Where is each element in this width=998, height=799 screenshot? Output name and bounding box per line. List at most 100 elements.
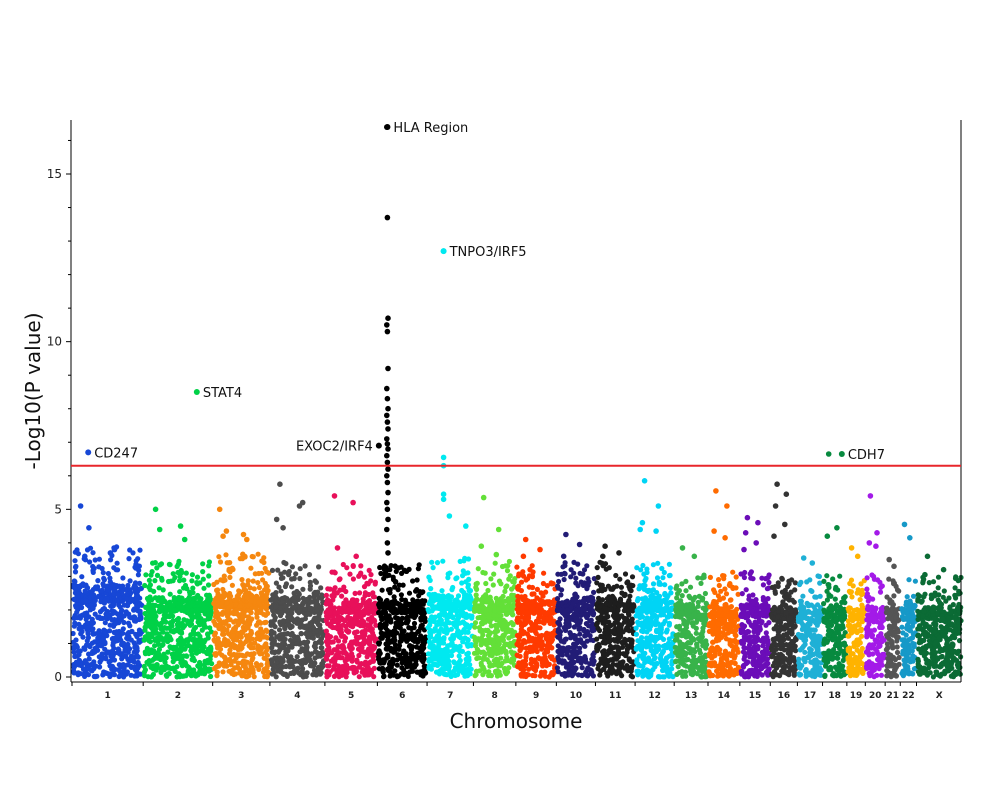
- snp-point: [93, 584, 99, 590]
- snp-point: [205, 648, 211, 655]
- snp-point: [490, 582, 496, 588]
- snp-point: [312, 649, 318, 655]
- snp-peak-point: [384, 419, 391, 425]
- snp-point: [414, 577, 420, 583]
- snp-point: [358, 571, 364, 577]
- snp-point: [305, 654, 311, 660]
- snp-point: [451, 620, 457, 626]
- snp-point: [496, 606, 502, 612]
- snp-point: [313, 579, 319, 585]
- snp-point: [404, 638, 410, 644]
- snp-point: [357, 590, 363, 596]
- snp-point: [562, 636, 569, 642]
- snp-point: [99, 651, 105, 657]
- snp-peak-point: [446, 513, 453, 519]
- snp-point: [557, 616, 563, 622]
- snp-point: [435, 634, 442, 640]
- snp-point: [157, 597, 163, 603]
- snp-point: [615, 626, 622, 632]
- snp-point: [205, 631, 211, 637]
- snp-peak-point: [576, 541, 583, 548]
- snp-point: [127, 596, 134, 602]
- snp-point: [256, 584, 262, 591]
- snp-point: [107, 622, 113, 628]
- snp-point: [158, 561, 165, 567]
- snp-point: [589, 626, 595, 632]
- snp-point: [107, 628, 113, 634]
- snp-point: [207, 625, 213, 631]
- snp-point: [71, 578, 77, 584]
- snp-point: [406, 625, 412, 631]
- snp-point: [515, 602, 521, 608]
- snp-point: [385, 654, 391, 660]
- snp-point: [83, 667, 89, 673]
- snp-point: [262, 565, 268, 572]
- snp-point: [407, 660, 413, 666]
- snp-point: [324, 647, 330, 654]
- snp-point: [109, 608, 115, 614]
- snp-point: [506, 635, 512, 641]
- snp-point: [480, 618, 486, 624]
- snp-point: [485, 633, 491, 639]
- snp-point: [258, 662, 264, 668]
- snp-point: [217, 559, 224, 565]
- snp-point: [354, 657, 360, 663]
- snp-point: [535, 625, 541, 631]
- snp-point: [370, 590, 376, 596]
- snp-point: [296, 590, 302, 597]
- snp-point: [399, 596, 405, 603]
- snp-point: [70, 630, 76, 637]
- snp-point: [613, 671, 620, 677]
- snp-point: [297, 658, 303, 665]
- snp-point: [114, 634, 120, 640]
- snp-point: [540, 615, 546, 621]
- snp-point: [529, 574, 536, 580]
- snp-point: [205, 606, 211, 612]
- snp-point: [143, 572, 149, 578]
- snp-point: [248, 598, 254, 604]
- snp-point: [482, 570, 488, 576]
- snp-point: [277, 605, 283, 611]
- snp-point: [526, 638, 532, 644]
- snp-point: [147, 623, 154, 629]
- snp-point: [437, 614, 443, 620]
- snp-point: [181, 585, 187, 591]
- snp-point: [129, 655, 135, 662]
- snp-point: [201, 639, 207, 645]
- snp-point: [587, 606, 593, 612]
- snp-point: [352, 630, 358, 636]
- snp-peak-point: [384, 322, 390, 328]
- snp-point: [260, 669, 267, 675]
- snp-point: [348, 639, 354, 645]
- snp-point: [193, 607, 199, 613]
- snp-point: [166, 671, 172, 677]
- snp-point: [326, 672, 332, 678]
- snp-point: [76, 657, 82, 663]
- snp-point: [356, 674, 362, 680]
- snp-point: [87, 559, 93, 565]
- snp-point: [239, 630, 246, 636]
- snp-point: [304, 623, 310, 629]
- snp-point: [503, 628, 510, 634]
- snp-point: [568, 574, 574, 580]
- snp-point: [318, 585, 324, 591]
- snp-point: [419, 622, 425, 628]
- snp-point: [156, 651, 162, 657]
- snp-point: [170, 655, 176, 661]
- snp-point: [194, 637, 200, 643]
- snp-peak-point: [82, 553, 88, 560]
- snp-point: [249, 657, 255, 663]
- snp-point: [107, 575, 113, 581]
- snp-point: [285, 648, 291, 654]
- snp-point: [137, 547, 143, 553]
- snp-point: [427, 622, 433, 628]
- snp-point: [466, 642, 472, 648]
- snp-point: [483, 580, 489, 587]
- snp-point: [506, 558, 512, 565]
- snp-point: [294, 641, 300, 647]
- snp-point: [225, 631, 232, 637]
- snp-point: [293, 571, 299, 577]
- snp-peak-point: [384, 385, 390, 392]
- snp-point: [400, 582, 406, 588]
- snp-point: [492, 560, 498, 566]
